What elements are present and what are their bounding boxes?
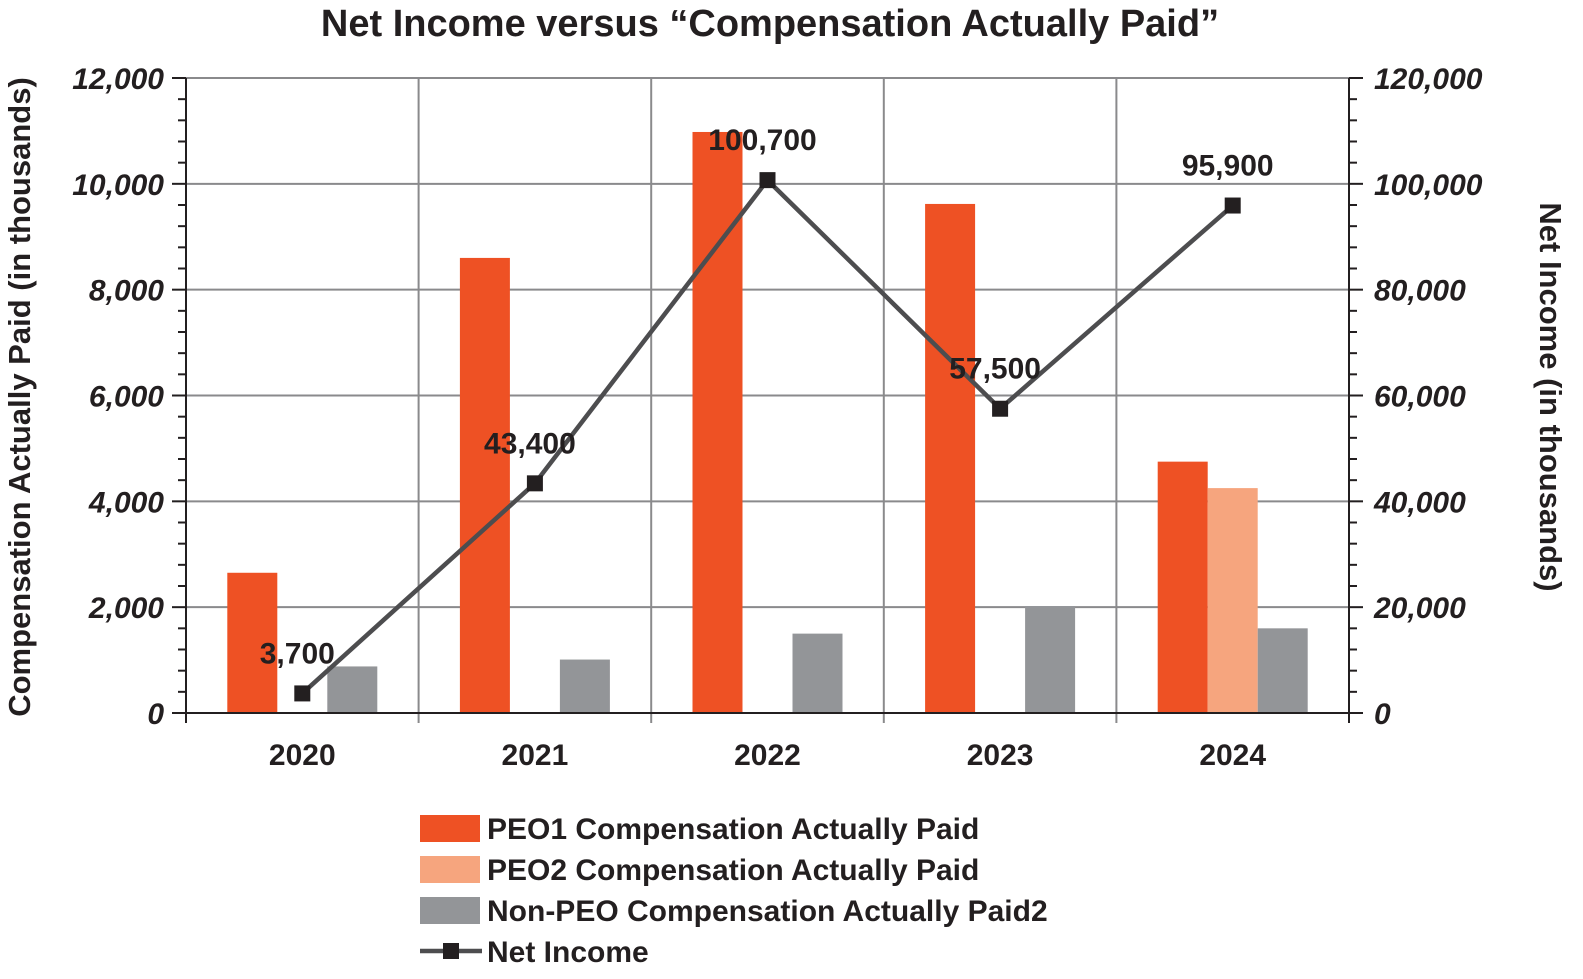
bar-non-peo-compensation-actually-paid2 bbox=[1257, 628, 1308, 713]
y2-tick-label: 60,000 bbox=[1374, 381, 1466, 414]
bar-peo1-compensation-actually-paid bbox=[1157, 461, 1208, 713]
y-tick-label: 0 bbox=[147, 698, 164, 731]
y-tick-label: 12,000 bbox=[72, 63, 164, 96]
bar-peo1-compensation-actually-paid bbox=[459, 257, 510, 713]
legend-label: PEO1 Compensation Actually Paid bbox=[487, 813, 979, 846]
net-income-data-label: 3,700 bbox=[260, 637, 335, 670]
y2-tick-label: 80,000 bbox=[1374, 275, 1466, 308]
x-category-label: 2020 bbox=[269, 739, 336, 772]
legend-swatch bbox=[420, 856, 480, 883]
y-tick-label: 2,000 bbox=[88, 592, 164, 625]
bar-peo1-compensation-actually-paid bbox=[227, 572, 278, 713]
legend-label: PEO2 Compensation Actually Paid bbox=[487, 854, 979, 887]
legend: PEO1 Compensation Actually Paid PEO2 Comp… bbox=[420, 813, 1048, 969]
x-category-label: 2023 bbox=[967, 739, 1034, 772]
tick-labels: 0 2,000 4,000 6,000 8,000 10,000 12,000 0 20,000… bbox=[72, 63, 1483, 772]
net-income-marker bbox=[759, 172, 776, 189]
y2-tick-label: 120,000 bbox=[1374, 63, 1483, 96]
bar-peo1-compensation-actually-paid bbox=[692, 131, 743, 714]
y2-tick-label: 0 bbox=[1374, 698, 1391, 731]
axes bbox=[172, 77, 1363, 723]
y-tick-label: 10,000 bbox=[72, 169, 164, 202]
chart-title: Net Income versus “Compensation Actually… bbox=[321, 3, 1219, 45]
net-income-marker bbox=[1224, 197, 1241, 214]
bars-group bbox=[227, 131, 1308, 714]
bar-non-peo-compensation-actually-paid2 bbox=[1025, 606, 1076, 713]
legend-swatch bbox=[420, 815, 480, 842]
net-income-data-label: 57,500 bbox=[949, 353, 1041, 386]
bar-non-peo-compensation-actually-paid2 bbox=[327, 666, 378, 713]
net-income-data-label: 95,900 bbox=[1182, 150, 1274, 183]
legend-swatch bbox=[420, 897, 480, 924]
bar-peo1-compensation-actually-paid bbox=[925, 203, 976, 714]
net-income-marker bbox=[294, 685, 311, 702]
y-tick-label: 4,000 bbox=[88, 486, 164, 519]
net-income-line-group: 3,700 43,400 100,700 57,500 95,900 bbox=[260, 124, 1274, 702]
y2-tick-label: 20,000 bbox=[1373, 592, 1466, 625]
x-category-label: 2021 bbox=[502, 739, 569, 772]
net-income-line bbox=[300, 177, 1235, 696]
y2-tick-label: 100,000 bbox=[1374, 169, 1483, 202]
net-income-marker bbox=[526, 475, 543, 492]
net-income-marker bbox=[992, 400, 1009, 417]
bar-non-peo-compensation-actually-paid2 bbox=[792, 633, 843, 713]
bar-non-peo-compensation-actually-paid2 bbox=[559, 659, 610, 713]
net-income-data-label: 43,400 bbox=[484, 427, 576, 460]
y-tick-label: 6,000 bbox=[89, 381, 164, 414]
y-tick-label: 8,000 bbox=[89, 275, 164, 308]
legend-label: Net Income bbox=[487, 936, 649, 969]
net-income-data-label: 100,700 bbox=[708, 124, 816, 157]
x-category-label: 2024 bbox=[1199, 739, 1266, 772]
y2-tick-label: 40,000 bbox=[1373, 486, 1466, 519]
y2-axis-title: Net Income (in thousands) bbox=[1533, 202, 1568, 591]
legend-label: Non-PEO Compensation Actually Paid2 bbox=[487, 895, 1048, 928]
bar-peo2-compensation-actually-paid bbox=[1207, 488, 1258, 713]
x-category-label: 2022 bbox=[734, 739, 801, 772]
legend-marker-swatch bbox=[443, 943, 459, 959]
y-axis-title: Compensation Actually Paid (in thousands… bbox=[2, 77, 37, 717]
